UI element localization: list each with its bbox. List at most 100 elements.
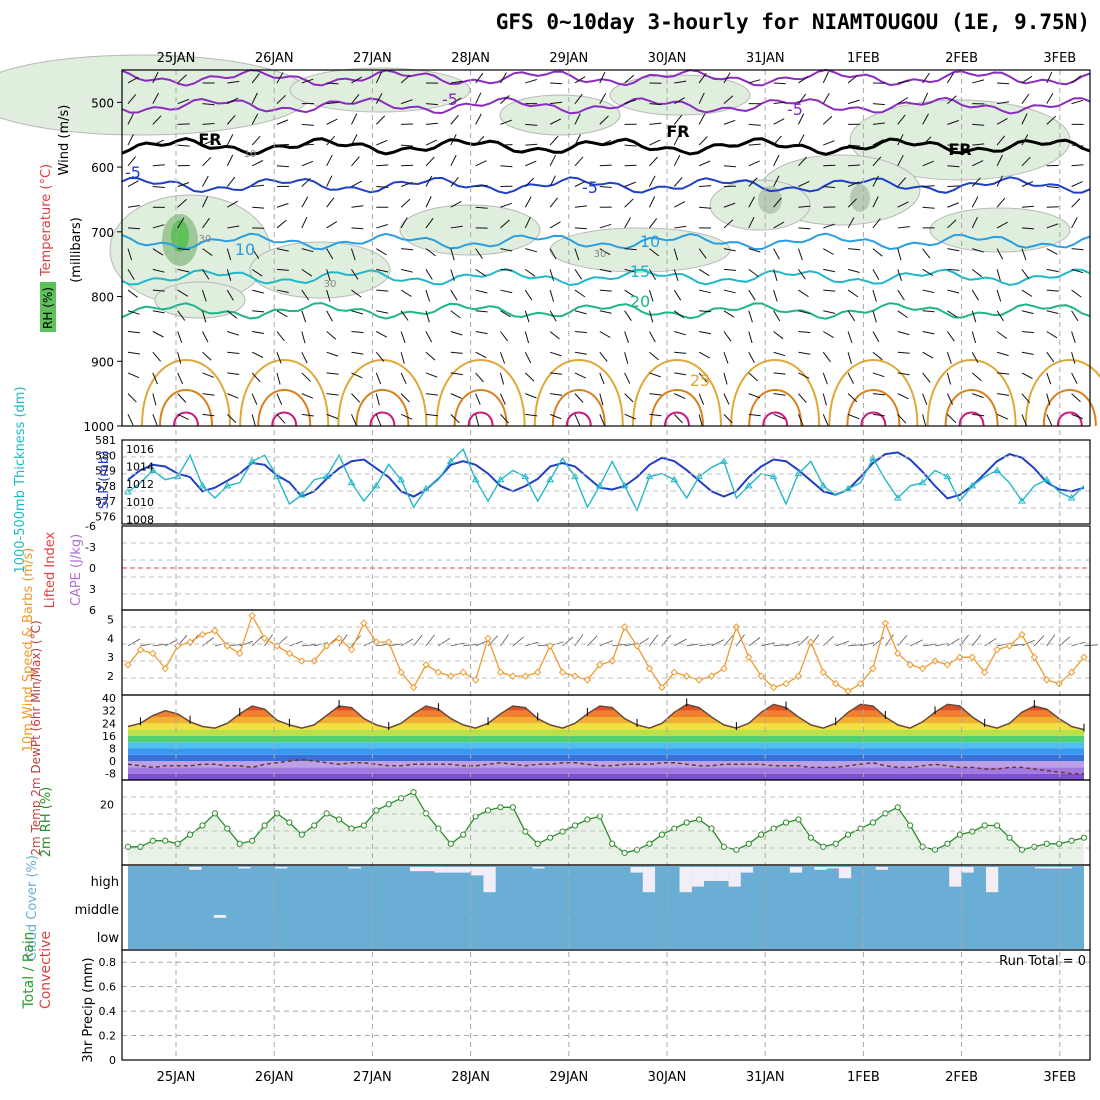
wind-barb — [127, 76, 139, 84]
wind-barb — [872, 310, 877, 323]
wind-barb — [996, 289, 1002, 302]
wind-barb — [1021, 351, 1034, 355]
isotherm-30 — [650, 389, 704, 427]
wind-speed-marker — [322, 642, 331, 650]
wind-barb — [997, 101, 1009, 105]
wind-speed-marker — [670, 668, 678, 677]
cloud-high-bar — [679, 867, 692, 893]
grid-layer — [122, 70, 1090, 1061]
wind-speed-marker — [918, 664, 927, 673]
wind-barb — [723, 202, 736, 208]
wind-barb — [574, 269, 583, 280]
wind-barb — [425, 310, 430, 323]
wind-barb — [376, 164, 389, 167]
slp-line — [127, 451, 1085, 500]
contour-label: 10 — [244, 149, 257, 160]
wind-barb — [972, 79, 985, 84]
wind-barb — [674, 225, 687, 229]
surface-barb — [413, 634, 423, 647]
wind-barb — [971, 196, 979, 208]
wind-barb — [971, 177, 981, 187]
wind-barb — [127, 414, 134, 426]
wind-speed-marker — [149, 649, 157, 658]
wind-speed-marker — [385, 638, 393, 646]
wind-barb — [847, 331, 853, 344]
thickness-marker — [670, 475, 679, 483]
thickness-tick: 576 — [95, 510, 116, 523]
wind-barb — [947, 120, 959, 125]
chart-title: GFS 0~10day 3-hourly for NIAMTOUGOU (1E,… — [495, 10, 1090, 34]
rh-marker — [298, 831, 305, 838]
wind-barb — [897, 414, 907, 424]
wind-barb — [947, 202, 959, 208]
wind-barb — [773, 372, 786, 375]
wind-barb — [574, 205, 587, 208]
wind-barb — [400, 372, 407, 385]
wind-barb — [450, 154, 457, 167]
wind-barb — [425, 122, 438, 125]
contour-label: -5 — [125, 163, 141, 182]
precip-tick: 0.2 — [99, 1030, 117, 1043]
x-tick-top: 27JAN — [353, 51, 392, 66]
rh-marker — [1056, 840, 1063, 847]
wind-barb — [1046, 393, 1051, 406]
wind-barb — [574, 180, 586, 187]
wind-barb — [773, 197, 782, 208]
wind-barb — [947, 331, 955, 342]
rh-marker — [534, 840, 541, 847]
wind-tick: 3 — [107, 651, 114, 664]
wind-barb — [847, 268, 860, 273]
wind-barb — [748, 331, 753, 344]
x-tick-bottom: 27JAN — [353, 1070, 392, 1085]
isotherm-35 — [664, 411, 690, 427]
wind-barb — [1021, 93, 1030, 104]
surface-barb — [971, 634, 982, 647]
wind-barb — [649, 103, 662, 106]
isotherm-25 — [239, 359, 330, 427]
isotherm-15 — [121, 268, 1091, 287]
li-tick: -3 — [85, 541, 96, 554]
wind-barb — [972, 143, 985, 146]
wind-barb — [301, 216, 308, 229]
legend-total-rain: Total / Rain — [21, 931, 37, 1009]
wind-barb — [723, 310, 735, 318]
wind-barb — [152, 71, 159, 84]
wind-barb — [276, 310, 288, 318]
wind-barb — [1021, 310, 1034, 315]
rh-marker — [584, 816, 591, 823]
cloud-high-bar — [985, 867, 999, 893]
thickness-marker — [620, 481, 629, 489]
wind-barb — [947, 248, 960, 252]
wind-barb — [525, 160, 537, 167]
thickness-marker — [943, 472, 952, 480]
surface-barb — [463, 644, 478, 647]
rh-contour-area — [849, 99, 1071, 181]
thickness-marker — [322, 472, 331, 480]
wind-barb — [972, 123, 985, 126]
wind-barb — [922, 414, 927, 427]
wind-barb — [500, 393, 506, 405]
isotherm-30 — [159, 389, 213, 427]
wind-barb — [723, 352, 729, 364]
wind-speed-marker — [211, 627, 219, 635]
surface-barb — [127, 638, 141, 647]
wind-barb — [599, 310, 612, 314]
rh-marker — [447, 840, 454, 847]
wind-barb — [227, 331, 239, 336]
cloud-level-label: high — [91, 875, 119, 890]
wind-barb — [698, 160, 711, 167]
wind-barb — [1046, 268, 1059, 273]
rh-marker — [559, 828, 566, 835]
wind-barb — [202, 372, 214, 378]
wind-barb — [823, 310, 836, 314]
cloud-high-bar — [446, 867, 459, 873]
contour-label: 15 — [630, 262, 650, 281]
wind-barb — [698, 351, 710, 359]
surface-barb — [562, 636, 574, 647]
rh-marker — [646, 840, 653, 847]
wind-barb — [848, 164, 861, 167]
rh-marker — [1043, 840, 1050, 847]
wind-barb — [897, 134, 904, 146]
wind-barb — [797, 414, 804, 426]
surface-barb — [910, 639, 923, 647]
